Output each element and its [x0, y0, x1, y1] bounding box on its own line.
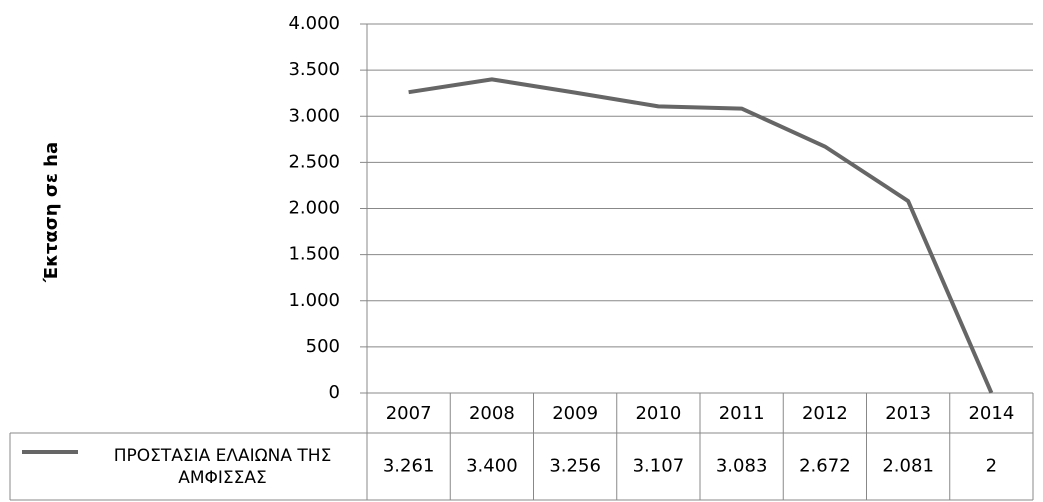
- table-value: 3.107: [633, 456, 685, 477]
- x-tick-label: 2011: [719, 403, 765, 424]
- y-tick-label: 2.000: [288, 198, 340, 219]
- legend-label: ΠΡΟΣΤΑΣΙΑ ΕΛΑΙΩΝΑ ΤΗΣ ΑΜΦΙΣΣΑΣ: [113, 446, 332, 488]
- y-tick-label: 3.000: [288, 105, 340, 126]
- table-value: 2.672: [799, 456, 851, 477]
- x-tick-label: 2007: [386, 403, 432, 424]
- y-tick-label: 2.500: [288, 151, 340, 172]
- table-value: 3.256: [549, 456, 601, 477]
- line-series: [408, 77, 994, 394]
- y-tick-label: 3.500: [288, 59, 340, 80]
- table-value: 3.083: [716, 456, 768, 477]
- y-tick-label: 1.500: [288, 244, 340, 265]
- y-tick-label: 0: [329, 382, 340, 403]
- table-value: 3.400: [466, 456, 518, 477]
- y-tick-label: 500: [306, 336, 340, 357]
- table-value: 3.261: [383, 456, 435, 477]
- y-tick-label: 1.000: [288, 290, 340, 311]
- y-tick-label: 4.000: [288, 13, 340, 34]
- x-tick-label: 2009: [552, 403, 598, 424]
- y-axis-label: Έκταση σε ha: [41, 142, 62, 283]
- table-value: 2: [986, 456, 997, 477]
- x-tick-label: 2014: [968, 403, 1014, 424]
- x-tick-label: 2008: [469, 403, 515, 424]
- x-tick-label: 2012: [802, 403, 848, 424]
- x-tick-label: 2010: [635, 403, 681, 424]
- table-value: 2.081: [882, 456, 934, 477]
- x-tick-label: 2013: [885, 403, 931, 424]
